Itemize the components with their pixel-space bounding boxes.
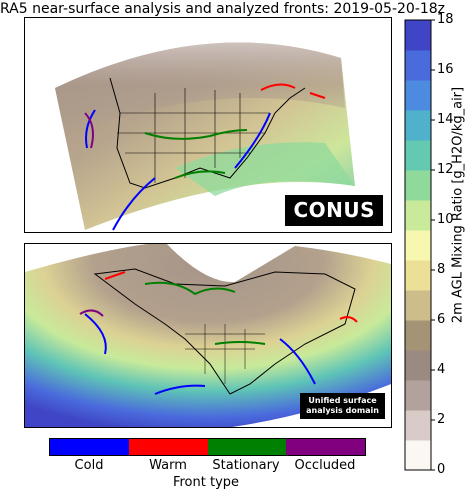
legend-swatch-occluded	[286, 439, 365, 455]
stationary-front-north	[144, 281, 236, 296]
legend-swatch-stationary	[207, 439, 287, 455]
colorbar-segment	[405, 110, 431, 141]
colorbar-tick-label: 2	[437, 412, 446, 427]
chart-title: RA5 near-surface analysis and analyzed f…	[0, 1, 446, 17]
colorbar-segment	[405, 410, 431, 441]
occluded-front-pacific	[79, 309, 104, 317]
colorbar-segment	[405, 260, 431, 291]
conus-label: CONUS	[285, 195, 383, 226]
legend-swatch-cold	[50, 439, 129, 455]
colorbar-tick-label: 0	[437, 462, 446, 477]
colorbar-tick-label: 12	[437, 162, 454, 177]
front-type-legend-bar	[49, 438, 366, 456]
conus-map-panel: CONUS	[24, 17, 392, 233]
legend-label-cold: Cold	[74, 458, 104, 473]
cold-front-east	[279, 338, 316, 385]
cold-front-3	[234, 112, 271, 169]
legend-label-stationary: Stationary	[212, 458, 280, 473]
colorbar-segment	[405, 80, 431, 111]
colorbar-tick-label: 4	[437, 362, 446, 377]
cold-front-pacific	[84, 313, 107, 355]
colorbar-segment	[405, 170, 431, 201]
conus-map	[55, 42, 355, 231]
legend-swatch-warm	[128, 439, 208, 455]
warm-front-1	[260, 83, 296, 91]
colorbar-segment	[405, 20, 431, 51]
unified-domain-map-panel: Unified surface analysis domain	[24, 243, 392, 428]
colorbar-segments	[405, 20, 431, 471]
stationary-front-2	[174, 170, 226, 179]
cold-front-2	[112, 177, 156, 231]
colorbar-segment	[405, 350, 431, 381]
conus-north-field	[55, 42, 345, 138]
colorbar-tick-label: 18	[437, 12, 454, 27]
unified-domain-label: Unified surface analysis domain	[300, 393, 385, 419]
colorbar-ticks	[431, 19, 435, 471]
colorbar-frame	[404, 19, 432, 471]
unified-domain-map	[25, 244, 391, 427]
legend-label-warm: Warm	[149, 458, 187, 473]
gulf-moisture	[175, 142, 355, 196]
colorbar-segment	[405, 320, 431, 351]
colorbar-segment	[405, 140, 431, 171]
warm-front-north	[104, 271, 126, 280]
legend-label-occluded: Occluded	[294, 458, 356, 473]
colorbar-segment	[405, 290, 431, 321]
coastline-conus	[109, 77, 306, 189]
warm-front-2	[309, 92, 326, 99]
state-borders-bottom	[185, 324, 265, 384]
cold-front-1	[85, 109, 96, 149]
occluded-front	[84, 112, 94, 149]
colorbar-tick-label: 10	[437, 212, 454, 227]
colorbar-tick-label: 16	[437, 62, 454, 77]
stationary-front-central	[214, 341, 266, 345]
colorbar-segment	[405, 200, 431, 231]
colorbar-tick-label: 14	[437, 112, 454, 127]
legend-title: Front type	[172, 475, 240, 490]
stationary-front-1	[144, 129, 248, 140]
colorbar-title: 2m AGL Mixing Ratio [g_H2O/kg_air]	[450, 86, 466, 324]
colorbar-segment	[405, 230, 431, 261]
colorbar-segment	[405, 380, 431, 411]
colorbar-segment	[405, 440, 431, 471]
colorbar-tick-label: 8	[437, 262, 446, 277]
cold-front-south	[154, 384, 206, 395]
warm-front-atlantic	[339, 316, 358, 323]
colorbar-tick-label: 6	[437, 312, 446, 327]
colorbar-segment	[405, 50, 431, 81]
state-borders	[117, 88, 270, 183]
unified-domain-label-line1: Unified surface	[308, 396, 377, 405]
north-america-outline	[93, 268, 356, 395]
unified-domain-label-line2: analysis domain	[306, 406, 379, 415]
